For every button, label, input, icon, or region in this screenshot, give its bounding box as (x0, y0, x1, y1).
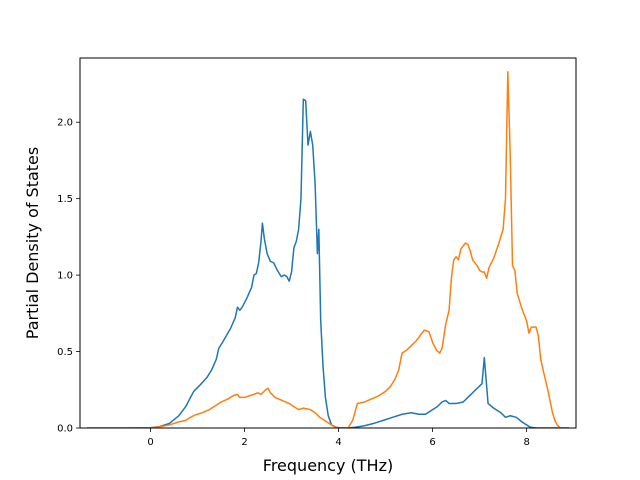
x-tick-label: 0 (147, 437, 153, 448)
x-tick-label: 2 (241, 437, 247, 448)
series-layer (87, 71, 569, 428)
series-line-1 (87, 98, 569, 428)
y-tick-label: 0.5 (57, 347, 73, 358)
x-axis-label: Frequency (THz) (263, 456, 393, 475)
y-tick-label: 2.0 (57, 118, 73, 129)
y-tick-label: 1.0 (57, 271, 73, 282)
y-axis-label: Partial Density of States (23, 147, 42, 339)
series-line-2 (87, 71, 569, 428)
x-tick-label: 6 (429, 437, 435, 448)
y-tick-label: 0.0 (57, 424, 73, 435)
x-tick-label: 8 (523, 437, 529, 448)
plot-frame (79, 57, 577, 429)
y-tick-label: 1.5 (57, 194, 73, 205)
x-tick-label: 4 (335, 437, 341, 448)
ticks-layer: 0 2 4 6 8 0.0 0.5 1.0 1.5 2.0 (57, 118, 530, 448)
